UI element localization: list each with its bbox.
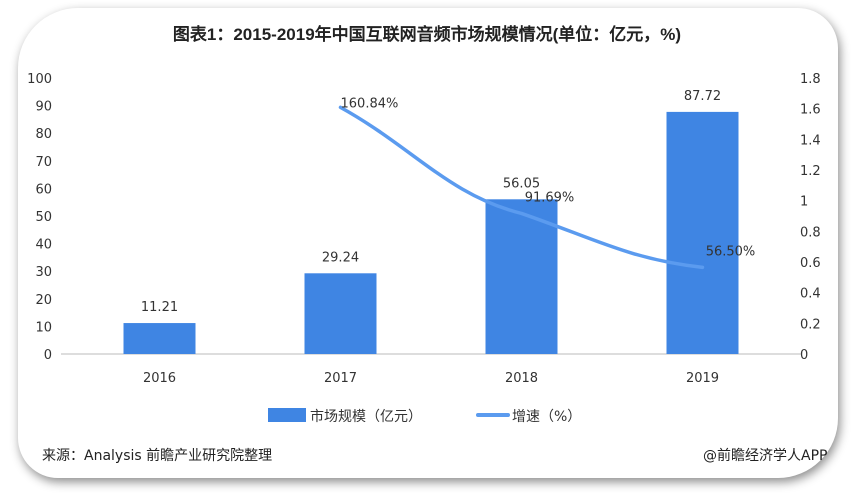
y-right-tick-label: 0.2 — [800, 317, 821, 332]
y-left-tick-label: 30 — [35, 265, 52, 280]
bar — [485, 199, 558, 354]
legend-bar-label: 市场规模（亿元） — [310, 408, 422, 425]
x-tick-label: 2018 — [505, 371, 538, 386]
bar — [666, 111, 739, 355]
growth-line — [338, 105, 705, 270]
x-tick-label: 2017 — [324, 371, 357, 386]
bar — [123, 323, 196, 354]
y-left-tick-label: 50 — [35, 210, 52, 225]
line-data-label: 160.84% — [341, 96, 399, 111]
y-right-tick-label: 0.4 — [800, 287, 821, 302]
source-note: 资料来源：Analysis 前瞻产业研究院整理 — [14, 448, 273, 464]
line-data-label: 91.69% — [525, 190, 575, 205]
y-right-tick-label: 1.6 — [800, 103, 821, 118]
y-left-tick-label: 10 — [35, 320, 52, 335]
y-right-tick-label: 1.8 — [800, 72, 821, 87]
chart-title: 图表1：2015-2019年中国互联网音频市场规模情况(单位：亿元，%) — [172, 25, 682, 44]
bar-data-label: 56.05 — [503, 176, 540, 191]
y-right-tick-label: 1 — [800, 195, 808, 210]
y-right-tick-label: 1.2 — [800, 164, 821, 179]
y-left-tick-label: 40 — [35, 238, 52, 253]
legend-line-label: 增速（%） — [512, 409, 581, 425]
y-left-tick-label: 60 — [35, 182, 52, 197]
x-tick-label: 2016 — [143, 371, 176, 386]
line-data-label: 56.50% — [706, 244, 756, 259]
y-right-tick-label: 0 — [800, 348, 808, 363]
bar-data-label: 87.72 — [684, 89, 721, 104]
y-left-tick-label: 90 — [35, 100, 52, 115]
y-left-tick-label: 0 — [44, 348, 52, 363]
bar-data-label: 11.21 — [141, 300, 178, 315]
legend-bar-swatch — [268, 408, 306, 422]
y-left-tick-label: 70 — [35, 155, 52, 170]
y-left-tick-label: 20 — [35, 293, 52, 308]
y-left-tick-label: 80 — [35, 127, 52, 142]
y-right-tick-label: 1.4 — [800, 133, 821, 148]
y-right-tick-label: 0.8 — [800, 225, 821, 240]
y-right-tick-label: 0.6 — [800, 256, 821, 271]
credit-note: @前瞻经济学人APP — [703, 448, 828, 464]
x-tick-label: 2019 — [686, 371, 719, 386]
bar — [304, 273, 377, 354]
y-left-tick-label: 100 — [27, 72, 52, 87]
bar-data-label: 29.24 — [322, 250, 359, 265]
